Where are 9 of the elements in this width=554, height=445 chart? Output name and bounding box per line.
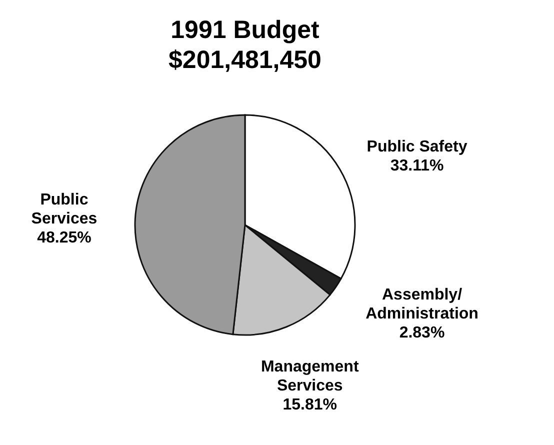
- slice-label: Public Services: [31, 191, 98, 228]
- data-label: 2.83%: [399, 324, 445, 342]
- slice-label: Assembly/Administration: [366, 286, 478, 323]
- data-label: 33.11%: [390, 158, 444, 175]
- data-label: 15.81%: [282, 396, 338, 414]
- slice-label: Public Safety: [366, 138, 468, 156]
- data-label: 48.25%: [37, 229, 92, 246]
- slice-label: Management Services: [260, 358, 360, 394]
- chart-title: 1991 Budget $201,481,450: [168, 16, 322, 74]
